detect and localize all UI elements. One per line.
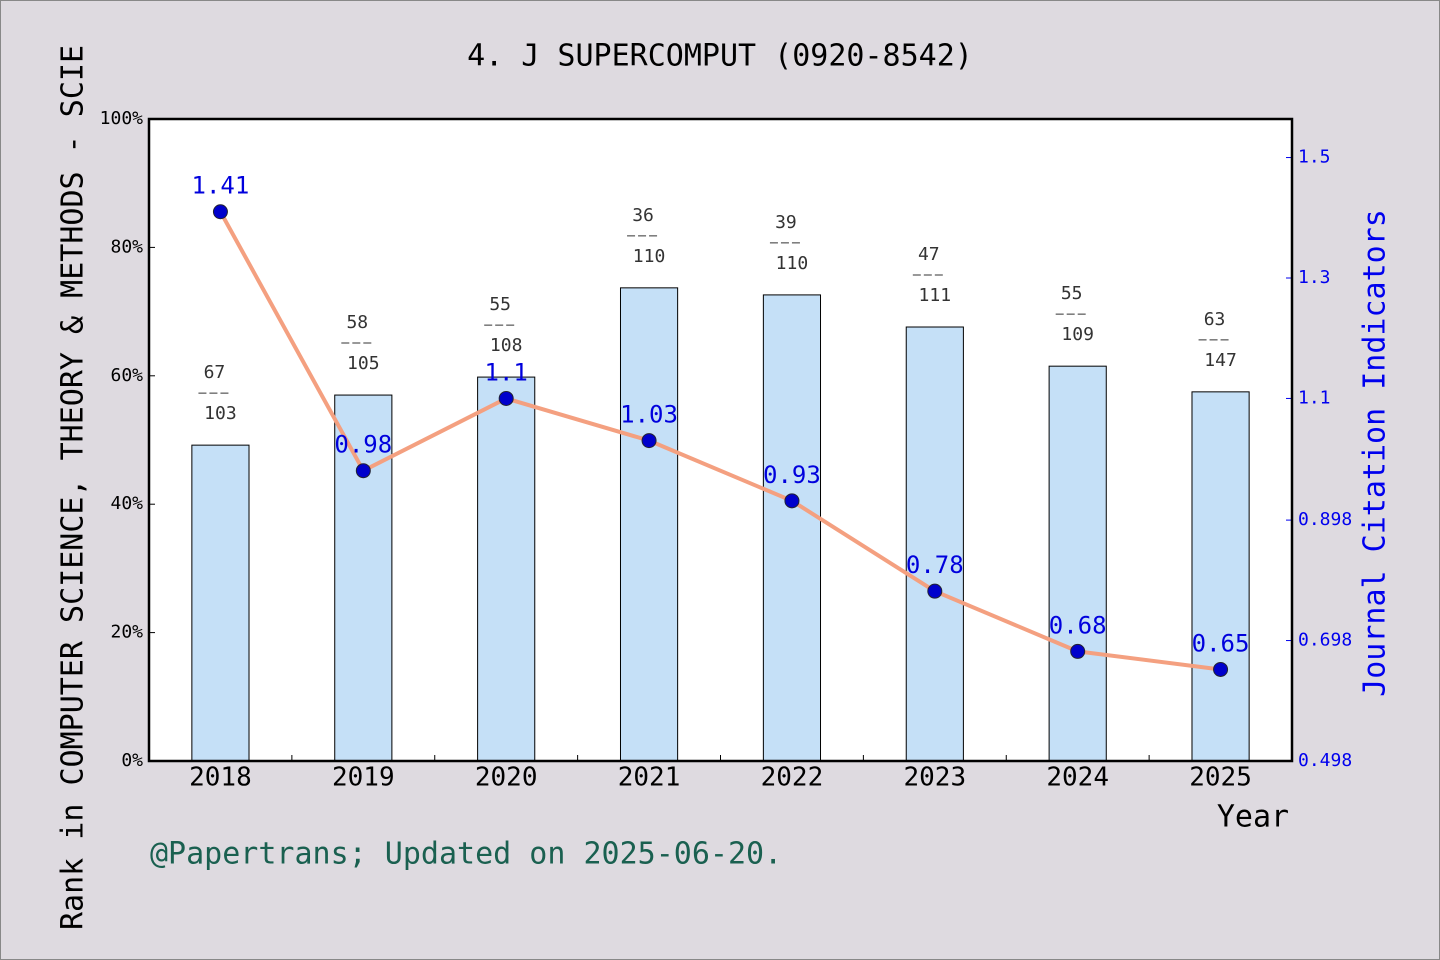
y-tick-label: 100% xyxy=(100,108,144,129)
bar-rank: 36 xyxy=(632,205,654,226)
bar-total: 105 xyxy=(347,353,380,374)
y-tick-label: 0% xyxy=(121,750,143,771)
bar-total: 110 xyxy=(776,253,809,274)
line-point xyxy=(641,433,657,449)
x-axis-label: Year xyxy=(1217,800,1289,835)
y-tick-label: 40% xyxy=(110,493,143,514)
point-label: 1.41 xyxy=(192,172,250,200)
point-label: 0.68 xyxy=(1049,611,1107,639)
bar xyxy=(1048,365,1107,762)
y-axis-label: Rank in COMPUTER SCIENCE, THEORY & METHO… xyxy=(56,45,91,930)
y2-tick-label: 0.698 xyxy=(1298,630,1352,651)
bar-total: 109 xyxy=(1061,324,1094,345)
y-tick-label: 20% xyxy=(110,622,143,643)
x-tick-label: 2025 xyxy=(1189,763,1252,793)
y-tick-label: 60% xyxy=(110,365,143,386)
y2-tick-label: 1.1 xyxy=(1298,387,1331,408)
bar-total: 110 xyxy=(633,246,666,267)
bar xyxy=(477,376,536,762)
x-tick-label: 2019 xyxy=(332,763,395,793)
point-label: 0.78 xyxy=(906,551,964,579)
bar-total: 108 xyxy=(490,335,523,356)
line-point xyxy=(498,390,514,406)
bar-total: 103 xyxy=(204,403,237,424)
x-tick-label: 2023 xyxy=(904,763,967,793)
bar-rank: 63 xyxy=(1204,309,1226,330)
point-label: 0.93 xyxy=(763,461,821,489)
y2-axis-label: Journal Citation Indicators xyxy=(1358,209,1393,697)
point-label: 1.03 xyxy=(620,401,678,429)
bar xyxy=(334,394,393,762)
x-tick-label: 2018 xyxy=(189,763,252,793)
bar xyxy=(619,287,679,762)
y2-tick-label: 0.898 xyxy=(1298,509,1352,530)
line xyxy=(218,210,1221,672)
bar-rank: 39 xyxy=(775,212,797,233)
bar xyxy=(1191,391,1250,762)
point-label: 0.65 xyxy=(1192,629,1250,657)
bar-rank: 67 xyxy=(204,362,226,383)
y2-tick-label: 0.498 xyxy=(1298,750,1352,771)
line-point xyxy=(927,583,943,599)
x-tick-label: 2022 xyxy=(761,763,824,793)
line-point xyxy=(1213,661,1229,677)
plot-frame xyxy=(147,117,1294,763)
bar-rank: 58 xyxy=(346,312,368,333)
y-tick-label: 80% xyxy=(110,236,143,257)
x-tick-label: 2021 xyxy=(618,763,681,793)
line-point xyxy=(355,463,371,479)
bar xyxy=(191,444,250,762)
line-point xyxy=(1070,643,1086,659)
chart-title: 4. J SUPERCOMPUT (0920-8542) xyxy=(467,39,973,74)
plot-area xyxy=(149,119,1292,761)
line-point xyxy=(784,493,800,509)
bar-total: 111 xyxy=(919,285,952,306)
bar xyxy=(905,326,964,762)
y2-tick-label: 1.5 xyxy=(1298,147,1331,168)
x-tick-label: 2020 xyxy=(475,763,538,793)
bar-rank: 55 xyxy=(489,294,511,315)
bar-total: 147 xyxy=(1204,350,1237,371)
x-tick-label: 2024 xyxy=(1046,763,1109,793)
line-point xyxy=(212,204,228,220)
point-label: 0.98 xyxy=(334,431,392,459)
bar-rank: 55 xyxy=(1061,283,1083,304)
bar xyxy=(762,294,822,762)
point-label: 1.1 xyxy=(485,358,528,386)
y2-tick-label: 1.3 xyxy=(1298,267,1331,288)
footnote: @Papertrans; Updated on 2025-06-20. xyxy=(150,837,782,872)
bar-rank: 47 xyxy=(918,244,940,265)
